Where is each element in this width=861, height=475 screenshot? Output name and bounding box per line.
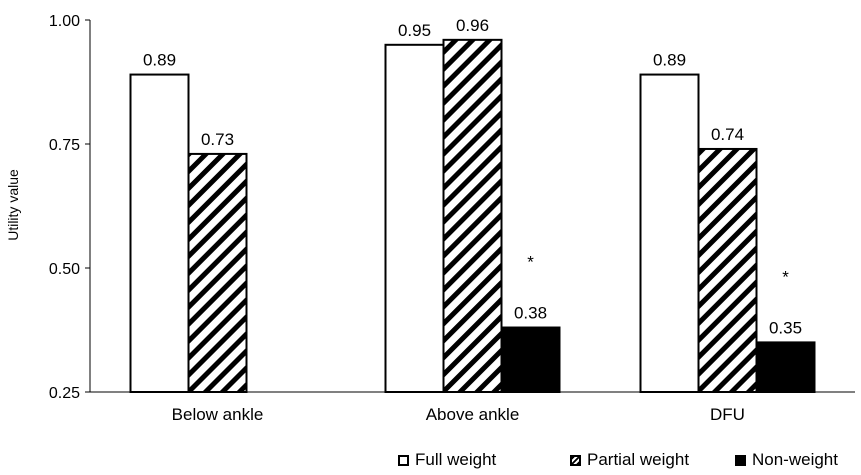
legend-swatch [398,454,409,466]
legend-swatch [735,454,746,466]
bar [639,73,700,393]
legend-item: Non-weight [735,450,838,470]
x-tick-label: Above ankle [426,405,520,424]
data-label: 0.38 [514,304,547,323]
legend-label: Non-weight [752,450,838,469]
bar-chart: Utility value 0.25 0.50 0.75 1.00 Below ankl… [5,13,855,424]
y-axis-label: Utility value [5,169,21,241]
data-label: 0.96 [456,16,489,35]
y-tick-label: 0.75 [49,137,80,154]
bar [500,326,561,393]
bar [187,152,248,393]
bar [697,147,758,393]
legend-item: Partial weight [570,450,689,470]
data-label: 0.35 [769,318,802,337]
bar [129,73,190,393]
bar [384,43,445,394]
data-label: 0.89 [653,51,686,70]
bar [442,38,503,394]
data-labels: 0.89 0.73 0.95 0.96 0.38 * 0.89 0.74 0.35 * [143,16,802,338]
data-label: 0.89 [143,51,176,70]
axes: 0.25 0.50 0.75 1.00 Below ankle Above ankle DF… [49,13,855,424]
y-tick-label: 0.50 [49,261,80,278]
bars [129,38,816,394]
data-label: 0.74 [711,125,744,144]
legend-item: Full weight [398,450,496,470]
legend-swatch [570,454,581,466]
legend-label: Partial weight [587,450,690,469]
significance-marker: * [527,253,534,272]
bar [755,341,816,393]
data-label: 0.73 [201,130,234,149]
y-tick-label: 1.00 [49,13,80,30]
y-tick-label: 0.25 [49,385,80,402]
x-tick-label: DFU [710,405,745,424]
significance-marker: * [782,267,789,286]
legend-label: Full weight [415,450,497,469]
legend: Full weight Partial weight Non-weight [0,450,861,472]
x-tick-label: Below ankle [172,405,264,424]
data-label: 0.95 [398,21,431,40]
